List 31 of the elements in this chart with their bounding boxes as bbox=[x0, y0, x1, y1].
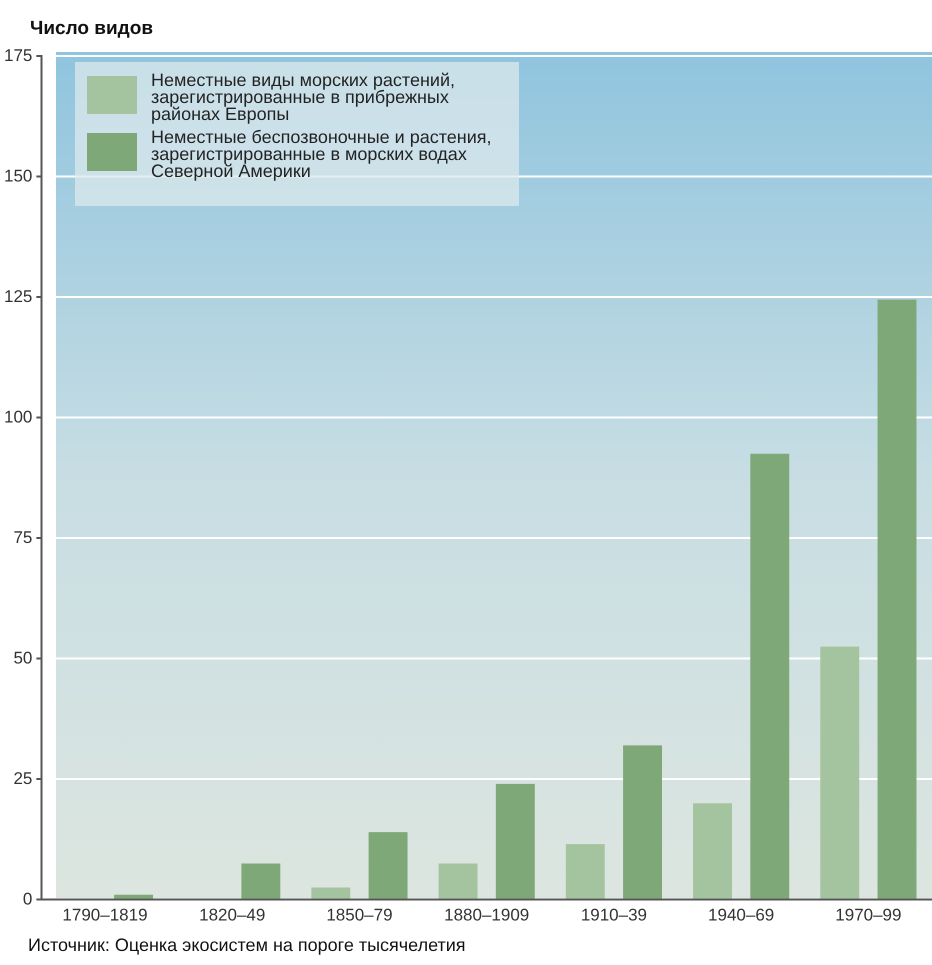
y-tick-label: 75 bbox=[13, 528, 32, 547]
bar bbox=[750, 454, 790, 899]
text: Источник: Оценка экосистем на пороге тысячелетия bbox=[28, 935, 466, 956]
bar bbox=[623, 745, 662, 899]
bar bbox=[368, 832, 408, 899]
legend-label: Неместные беспозвоночные и растения, зарегистрированные в морских водах Северной Америки bbox=[151, 127, 493, 181]
x-tick-label: 1940–69 bbox=[708, 905, 774, 924]
bar bbox=[438, 863, 478, 899]
bar bbox=[241, 863, 280, 899]
y-tick-label: 50 bbox=[13, 648, 32, 668]
bar bbox=[311, 888, 350, 899]
bar bbox=[878, 300, 916, 899]
y-tick-label: 150 bbox=[4, 166, 32, 186]
x-tick-label: 1790–1819 bbox=[62, 905, 148, 924]
legend-label: Неместные виды морских растений, зарегистрированные в прибрежных районах Европы bbox=[151, 70, 456, 124]
y-tick-label: 100 bbox=[4, 407, 32, 426]
x-tick-label: 1880–1909 bbox=[444, 905, 530, 924]
x-tick-label: 1970–99 bbox=[835, 905, 902, 924]
x-tick-label: 1820–49 bbox=[199, 905, 266, 924]
y-axis-title: Число видов bbox=[30, 18, 154, 40]
y-tick-label: 175 bbox=[4, 46, 32, 65]
bar bbox=[496, 784, 535, 899]
bar bbox=[566, 844, 605, 899]
bar bbox=[820, 646, 860, 899]
y-tick-label: 25 bbox=[13, 768, 32, 788]
bar bbox=[693, 803, 732, 899]
y-tick-label: 125 bbox=[4, 286, 32, 306]
bar bbox=[114, 894, 154, 899]
x-tick-label: 1850–79 bbox=[326, 905, 393, 924]
x-tick-label: 1910–39 bbox=[580, 905, 648, 924]
y-tick-label: 0 bbox=[22, 889, 32, 908]
